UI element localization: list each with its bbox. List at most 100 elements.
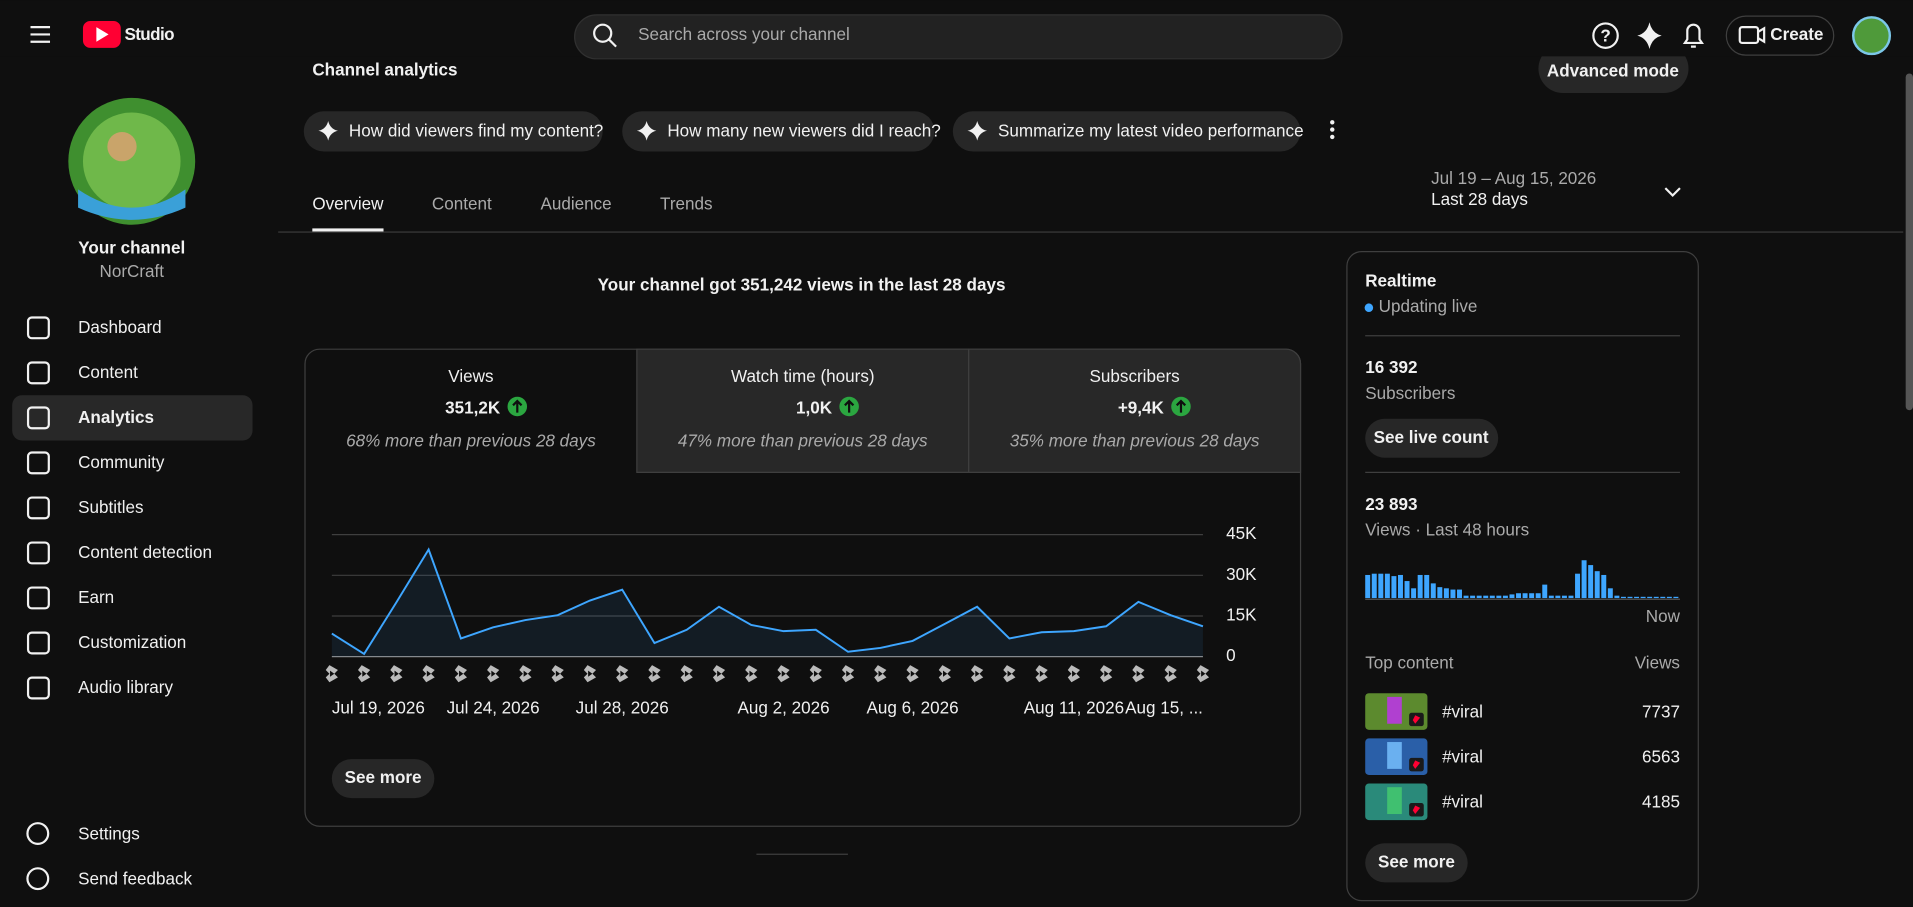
now-label: Now bbox=[1646, 607, 1681, 626]
realtime-see-more-label[interactable]: See more bbox=[1378, 852, 1455, 871]
live-count-label[interactable]: See live count bbox=[1374, 428, 1489, 447]
create-button[interactable] bbox=[1725, 15, 1835, 56]
channel-avatar-inner bbox=[82, 112, 181, 211]
search-icon-handle bbox=[608, 38, 617, 48]
tab[interactable]: Trends bbox=[660, 195, 713, 214]
more-options[interactable] bbox=[1330, 127, 1335, 132]
period[interactable]: Last 28 days bbox=[1431, 190, 1528, 209]
shorts-icon-play bbox=[813, 670, 819, 677]
top-content-title[interactable]: #viral bbox=[1442, 702, 1483, 721]
nav-item[interactable]: Audio library bbox=[78, 678, 173, 697]
shorts-icon-play bbox=[684, 670, 690, 677]
x-tick-label: Aug 6, 2026 bbox=[867, 699, 959, 718]
more-options[interactable] bbox=[1330, 120, 1335, 125]
top-content: #viral 7737 #viral 6563 #viral 4185 bbox=[1365, 693, 1680, 821]
metric-value[interactable]: 1,0K bbox=[796, 398, 833, 417]
nav-item[interactable]: Send feedback bbox=[78, 869, 192, 888]
menu-button[interactable] bbox=[30, 26, 51, 43]
suggestion-chip[interactable] bbox=[952, 111, 1301, 152]
tab[interactable]: Overview bbox=[312, 195, 384, 214]
metric-label[interactable]: Views bbox=[448, 367, 493, 386]
trend-up-arrow bbox=[1175, 399, 1187, 413]
realtime-views: 23 893 bbox=[1365, 495, 1417, 514]
nav-item[interactable]: Earn bbox=[78, 588, 114, 607]
metric-note[interactable]: 47% more than previous 28 days bbox=[678, 431, 928, 450]
realtime-bar bbox=[1660, 596, 1666, 599]
views-chart: 0 15K 30K 45K Jul 19, 2026 Jul 24, 2026 Jul 28… bbox=[325, 524, 1257, 718]
realtime-bar bbox=[1391, 576, 1397, 599]
suggestion-chip[interactable] bbox=[303, 111, 603, 152]
metric-value[interactable]: 351,2K bbox=[445, 398, 501, 417]
create-icon bbox=[1738, 26, 1760, 45]
advanced-mode-label[interactable]: Advanced mode bbox=[1547, 62, 1679, 81]
metric-note[interactable]: 35% more than previous 28 days bbox=[1010, 431, 1260, 450]
nav-icon bbox=[26, 496, 50, 520]
x-tick-label: Aug 11, 2026 bbox=[1024, 699, 1124, 718]
realtime-bar bbox=[1627, 596, 1633, 599]
period-dropdown[interactable] bbox=[1664, 187, 1681, 198]
sparkle-icon bbox=[967, 121, 988, 141]
live-count-button[interactable] bbox=[1365, 418, 1499, 458]
suggestion-chip-label[interactable]: How many new viewers did I reach? bbox=[667, 122, 940, 141]
realtime-bar bbox=[1450, 589, 1456, 599]
shorts-icon-play bbox=[330, 670, 335, 677]
tab[interactable]: Content bbox=[432, 195, 492, 214]
realtime-bar bbox=[1601, 574, 1607, 599]
metric-label[interactable]: Subscribers bbox=[1090, 367, 1180, 386]
metric-label[interactable]: Watch time (hours) bbox=[731, 367, 875, 386]
realtime-bar bbox=[1666, 596, 1672, 599]
logo-text[interactable]: Studio bbox=[124, 25, 174, 44]
top-content-views: 7737 bbox=[1642, 702, 1680, 721]
tab[interactable]: Audience bbox=[540, 195, 611, 214]
metric-tab-bg[interactable] bbox=[968, 348, 1302, 474]
subscriber-count: 16 392 bbox=[1365, 358, 1417, 377]
realtime-bar bbox=[1581, 560, 1587, 599]
search-box[interactable] bbox=[574, 14, 1343, 60]
date-range[interactable]: Jul 19 – Aug 15, 2026 bbox=[1431, 169, 1596, 188]
shorts-icon-play bbox=[1072, 670, 1077, 677]
suggestion-chips: How did viewers find my content? How many… bbox=[303, 111, 1304, 152]
suggestion-chip-label[interactable]: Summarize my latest video performance bbox=[998, 122, 1304, 141]
realtime-bar bbox=[1384, 573, 1390, 599]
notifications-button[interactable] bbox=[1682, 23, 1704, 48]
suggestion-chip[interactable] bbox=[622, 111, 935, 152]
see-more-button[interactable] bbox=[331, 759, 435, 799]
metric-note[interactable]: 68% more than previous 28 days bbox=[346, 431, 596, 450]
shorts-icon-play bbox=[523, 670, 528, 677]
ai-button[interactable] bbox=[1637, 22, 1662, 50]
nav-item[interactable]: Community bbox=[78, 453, 165, 472]
create-label[interactable]: Create bbox=[1770, 25, 1823, 44]
nav-item[interactable]: Settings bbox=[78, 824, 140, 843]
realtime-bar bbox=[1424, 574, 1430, 599]
search-placeholder[interactable]: Search across your channel bbox=[638, 25, 850, 44]
realtime-bar bbox=[1404, 581, 1410, 599]
line-area bbox=[331, 549, 1203, 657]
nav-item[interactable]: Content bbox=[78, 363, 138, 382]
nav-item[interactable]: Customization bbox=[78, 633, 186, 652]
metric-value[interactable]: +9,4K bbox=[1118, 398, 1165, 417]
channel-name: NorCraft bbox=[99, 262, 164, 281]
realtime-bar bbox=[1371, 573, 1377, 599]
nav-item[interactable]: Subtitles bbox=[78, 498, 144, 517]
realtime-see-more-button[interactable] bbox=[1365, 843, 1468, 883]
realtime-views-label: Views · Last 48 hours bbox=[1365, 520, 1529, 539]
top-content-title[interactable]: #viral bbox=[1442, 793, 1483, 812]
shorts-icon-play bbox=[491, 670, 496, 677]
realtime-bar bbox=[1502, 595, 1508, 599]
nav-item[interactable]: Dashboard bbox=[78, 318, 162, 337]
shorts-icon-play bbox=[1136, 670, 1141, 677]
thumbnail-figure bbox=[1387, 696, 1402, 724]
more-options[interactable] bbox=[1330, 134, 1335, 140]
nav-item[interactable]: Analytics bbox=[78, 408, 154, 427]
nav-icon bbox=[26, 867, 50, 891]
top-content-title[interactable]: #viral bbox=[1442, 747, 1483, 766]
nav-item[interactable]: Content detection bbox=[78, 543, 212, 562]
live-dot bbox=[1364, 303, 1374, 312]
help-button[interactable] bbox=[1592, 22, 1619, 49]
see-more-label[interactable]: See more bbox=[345, 768, 422, 787]
scrollbar[interactable] bbox=[1905, 73, 1913, 411]
account-avatar[interactable] bbox=[1851, 16, 1892, 56]
top-content-views: 6563 bbox=[1642, 747, 1680, 766]
suggestion-chip-label[interactable]: How did viewers find my content? bbox=[349, 122, 603, 141]
